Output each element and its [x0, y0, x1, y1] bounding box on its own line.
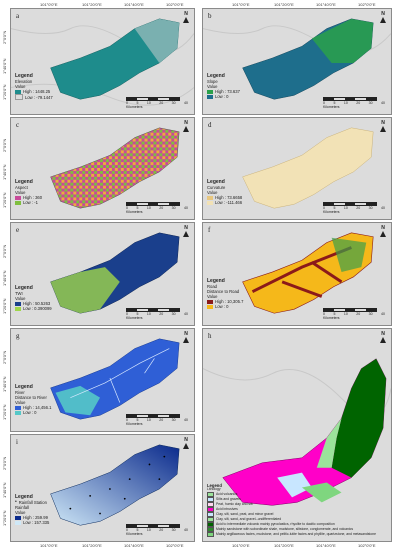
- legend: Legend Slope Value High : 73.637 Low : 0: [207, 73, 240, 99]
- coord-label: 1°20'0"N: [2, 84, 7, 100]
- scale-bar: 0 5 10 20 30 40 Kilometers: [126, 202, 188, 214]
- scale-bar: 0 5 10 20 30 40 Kilometers: [323, 202, 385, 214]
- legend-high: High : 1448.25: [23, 89, 51, 94]
- scale-bar: 0 5 10 20 30 40 Kilometers: [126, 524, 188, 536]
- coord-label: 101°0'0"E: [40, 2, 58, 7]
- basemap: [242, 232, 374, 314]
- map-panel-elevation: a N Legend Elevation Value High : 1448.2…: [10, 8, 195, 115]
- map-panel-river: g N Legend River Distance to River Value…: [10, 328, 195, 432]
- coord-label: 101°40'0"E: [124, 543, 144, 548]
- legend: Legend River Distance to River Value Hig…: [15, 384, 52, 415]
- coord-label: 1°40'0"N: [2, 164, 7, 180]
- coord-label: 101°20'0"E: [274, 2, 294, 7]
- north-arrow-icon: N: [182, 12, 190, 24]
- scale-bar: 0 5 10 20 30 40 Kilometers: [323, 308, 385, 320]
- legend: Legend TWI Value High : 50.5263 Low : 0.…: [15, 285, 52, 311]
- legend-low: Low : -79.1447: [25, 94, 53, 100]
- basemap: [203, 18, 391, 100]
- map-panel-twi: e N Legend TWI Value High : 50.5263 Low …: [10, 222, 195, 326]
- basemap: [11, 18, 194, 106]
- coord-label: 101°40'0"E: [316, 543, 336, 548]
- panel-label: h: [208, 332, 212, 340]
- north-arrow-icon: N: [379, 12, 387, 24]
- north-arrow-icon: N: [182, 121, 190, 133]
- legend: Legend • Rainfall Station Rainfall Value …: [15, 494, 50, 525]
- coord-label: 1°40'0"N: [2, 58, 7, 74]
- basemap: [50, 338, 180, 420]
- scale-bar: 0 5 10 20 30 40 Kilometers: [126, 308, 188, 320]
- legend: Legend Aspect Value High : 360 Low : -1: [15, 179, 43, 205]
- coord-label: 2°0'0"N: [2, 456, 7, 470]
- map-panel-rainfall: i N Legend • Rainfall Station Rainfall Va…: [10, 434, 195, 542]
- coord-label: 1°20'0"N: [2, 510, 7, 526]
- coord-label: 101°0'0"E: [232, 2, 250, 7]
- coord-label: 2°0'0"N: [2, 350, 7, 364]
- scale-bar: 0 5 10 20 30 40 Kilometers: [126, 414, 188, 426]
- coord-label: 101°40'0"E: [124, 2, 144, 7]
- coord-label: 1°40'0"N: [2, 482, 7, 498]
- map-panel-road: f N Legend Road Distance to Road Value H…: [202, 222, 392, 326]
- map-panel-geology: h N Legend Lithology Acid volcanics Silt…: [202, 328, 392, 542]
- north-arrow-icon: N: [182, 332, 190, 344]
- basemap: [50, 232, 180, 314]
- coord-label: 102°0'0"E: [358, 2, 376, 7]
- coord-label: 2°0'0"N: [2, 244, 7, 258]
- north-arrow-icon: N: [379, 226, 387, 238]
- legend-layer: Elevation: [15, 79, 33, 84]
- coord-label: 1°20'0"N: [2, 404, 7, 420]
- coord-label: 102°0'0"E: [166, 543, 184, 548]
- basemap: [50, 444, 180, 526]
- map-panel-slope: b N Legend Slope Value High : 73.637 Low…: [202, 8, 392, 115]
- coord-label: 101°40'0"E: [316, 2, 336, 7]
- map-panel-curvature: d N Legend Curvature Value High : 73.665…: [202, 117, 392, 220]
- coord-label: 101°0'0"E: [232, 543, 250, 548]
- scale-bar: 0 5 10 20 30 40 Kilometers: [323, 97, 385, 109]
- north-arrow-icon: N: [182, 226, 190, 238]
- legend-swatch-low: [207, 94, 213, 99]
- geology-legend: Legend Lithology Acid volcanics Silts an…: [207, 483, 377, 537]
- legend-title: Legend: [15, 73, 33, 79]
- legend-swatch-low: [15, 94, 23, 100]
- scale-unit: Kilometers: [126, 105, 143, 109]
- basemap: [50, 127, 180, 209]
- coord-label: 1°20'0"N: [2, 192, 7, 208]
- north-arrow-icon: N: [182, 438, 190, 450]
- coord-label: 101°20'0"E: [274, 543, 294, 548]
- legend-value-label: Value: [15, 84, 26, 89]
- legend-swatch-high: [15, 89, 21, 94]
- coord-label: 102°0'0"E: [166, 2, 184, 7]
- coord-label: 101°0'0"E: [40, 543, 58, 548]
- coord-label: 2°0'0"N: [2, 30, 7, 44]
- coord-label: 101°20'0"E: [82, 543, 102, 548]
- coord-label: 1°20'0"N: [2, 298, 7, 314]
- legend-swatch-high: [207, 89, 213, 94]
- panel-label: b: [208, 12, 212, 20]
- basemap: [242, 127, 374, 209]
- legend: Legend Road Distance to Road Value High …: [207, 278, 244, 309]
- north-arrow-icon: N: [379, 332, 387, 344]
- coord-label: 2°0'0"N: [2, 138, 7, 152]
- basemap: [203, 358, 391, 506]
- legend: Legend Elevation Value High : 1448.25 Lo…: [15, 74, 53, 100]
- legend: Legend Curvature Value High : 73.6658 Lo…: [207, 179, 243, 205]
- map-panel-aspect: c N Legend Aspect Value High : 360 Low :…: [10, 117, 195, 220]
- north-arrow-icon: N: [379, 121, 387, 133]
- coord-label: 1°40'0"N: [2, 270, 7, 286]
- scale-bar: 0 5 10 20 30 40 Kilometers: [126, 97, 188, 109]
- coord-label: 1°40'0"N: [2, 376, 7, 392]
- panel-label: a: [16, 12, 20, 20]
- coord-label: 101°20'0"E: [82, 2, 102, 7]
- coord-label: 102°0'0"E: [358, 543, 376, 548]
